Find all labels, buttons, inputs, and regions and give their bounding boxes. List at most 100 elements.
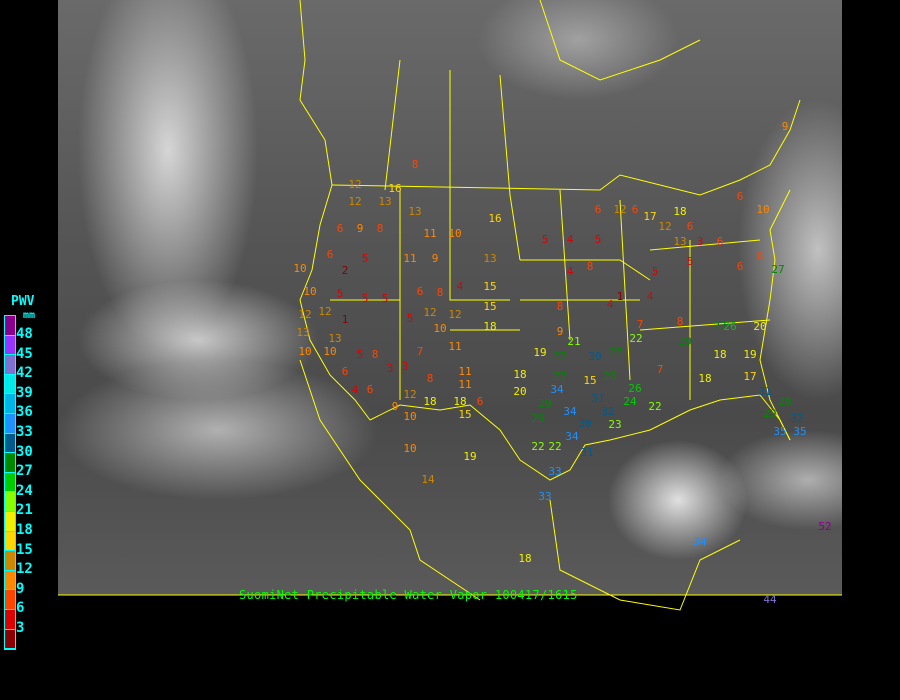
legend-label: 42 (16, 365, 33, 382)
legend-swatch (5, 355, 15, 375)
station-pwv-value: 4 (352, 383, 359, 396)
station-pwv-value: 10 (448, 227, 461, 240)
station-pwv-value: 8 (437, 286, 444, 299)
station-pwv-value: 6 (417, 285, 424, 298)
station-pwv-value: 18 (423, 395, 436, 408)
station-pwv-value: 6 (327, 248, 334, 261)
station-pwv-value: 23 (608, 418, 621, 431)
legend-swatch (5, 394, 15, 414)
station-pwv-value: 27 (609, 346, 622, 359)
station-pwv-value: 6 (632, 203, 639, 216)
station-pwv-value: 5 (542, 233, 549, 246)
station-pwv-value: 6 (337, 222, 344, 235)
station-pwv-value: 16 (488, 212, 501, 225)
station-pwv-value: 12 (348, 178, 361, 191)
station-pwv-value: 10 (403, 442, 416, 455)
station-pwv-value: 6 (737, 260, 744, 273)
legend-swatch (5, 335, 15, 356)
station-pwv-value: 34 (693, 535, 707, 548)
station-pwv-value: 32 (790, 412, 803, 425)
station-pwv-value: 5 (382, 292, 389, 305)
station-pwv-value: 11 (458, 365, 471, 378)
legend-label: 3 (16, 620, 25, 636)
station-pwv-value: 32 (601, 405, 614, 418)
station-pwv-value: 31 (580, 446, 593, 459)
legend-swatch (5, 629, 15, 650)
station-pwv-value: 8 (412, 158, 419, 171)
station-pwv-value: 30 (588, 350, 601, 363)
legend-color-bar (4, 315, 16, 651)
legend-label: 36 (16, 404, 33, 421)
station-pwv-value: 5 (595, 233, 602, 246)
legend-swatch (5, 590, 15, 610)
boundary-line (619, 199, 631, 381)
boundary-line (499, 74, 521, 261)
station-pwv-value: 5 (362, 292, 369, 305)
station-pwv-value: 22 (548, 440, 561, 453)
station-pwv-value: 14 (421, 473, 435, 486)
station-pwv-value: 19 (743, 348, 756, 361)
station-pwv-value: 12 (318, 305, 331, 318)
station-pwv-value: 10 (433, 322, 446, 335)
station-pwv-value: 19 (533, 346, 546, 359)
boundary-line (331, 99, 801, 196)
legend-swatch (5, 472, 15, 493)
legend-label: 39 (16, 384, 33, 401)
station-pwv-value: 35 (773, 425, 786, 438)
station-pwv-value: 34 (550, 383, 564, 396)
station-pwv-value: 26 (628, 382, 641, 395)
station-pwv-value: 19 (463, 450, 476, 463)
station-pwv-value: 1 (617, 290, 624, 303)
station-pwv-value: 8 (587, 260, 594, 273)
station-pwv-value: 8 (372, 348, 379, 361)
legend-swatch (5, 511, 15, 532)
station-pwv-value: 29 (778, 395, 791, 408)
station-pwv-value: 22 (629, 332, 642, 345)
station-pwv-value: 18 (513, 368, 526, 381)
map-caption: SuomiNet Precipitable Water Vapor 100417… (239, 588, 578, 602)
station-pwv-value: 12 (403, 388, 416, 401)
station-pwv-value: 9 (432, 252, 439, 265)
legend-label: 9 (16, 580, 25, 597)
station-pwv-value: 27 (553, 350, 566, 363)
legend-label: 15 (16, 541, 33, 558)
legend-label: 6 (16, 600, 25, 617)
station-pwv-value: 1 (342, 313, 349, 326)
boundary-line (539, 0, 701, 81)
station-pwv-value: 22 (648, 400, 661, 413)
station-pwv-value: 7 (637, 318, 644, 331)
station-pwv-value: 10 (756, 203, 769, 216)
boundary-line (384, 59, 401, 191)
station-pwv-value: 17 (643, 210, 656, 223)
station-pwv-value: 5 (407, 312, 414, 325)
station-pwv-value: 9 (557, 325, 564, 338)
boundary-line (449, 200, 510, 301)
legend-swatch (5, 453, 15, 473)
station-pwv-value: 29 (538, 397, 551, 410)
legend-label: 27 (16, 463, 33, 480)
legend-swatch (5, 609, 15, 630)
station-pwv-value: 11 (423, 227, 436, 240)
station-pwv-value: 4 (457, 280, 464, 293)
station-pwv-value: 9 (782, 120, 789, 133)
station-pwv-value: 15 (583, 374, 596, 387)
station-pwv-value: 13 (408, 205, 421, 218)
boundary-line (759, 189, 791, 441)
boundary-line (369, 394, 791, 481)
boundary-line (409, 529, 481, 601)
station-pwv-value: 9 (357, 222, 364, 235)
station-pwv-value: 22 (531, 440, 544, 453)
boundary-line (330, 299, 401, 400)
station-pwv-value: 6 (737, 190, 744, 203)
boundary-line (299, 0, 371, 421)
station-pwv-value: 18 (518, 552, 531, 565)
station-pwv-value: 8 (377, 222, 384, 235)
station-pwv-value: 10 (303, 285, 316, 298)
station-pwv-value: 6 (342, 365, 349, 378)
legend-label: 33 (16, 424, 33, 440)
station-pwv-value: 13 (378, 195, 391, 208)
station-pwv-value: 31 (758, 385, 771, 398)
station-pwv-value: 5 (362, 252, 369, 265)
legend-swatch (5, 413, 15, 434)
legend-title: PWV (11, 294, 35, 309)
